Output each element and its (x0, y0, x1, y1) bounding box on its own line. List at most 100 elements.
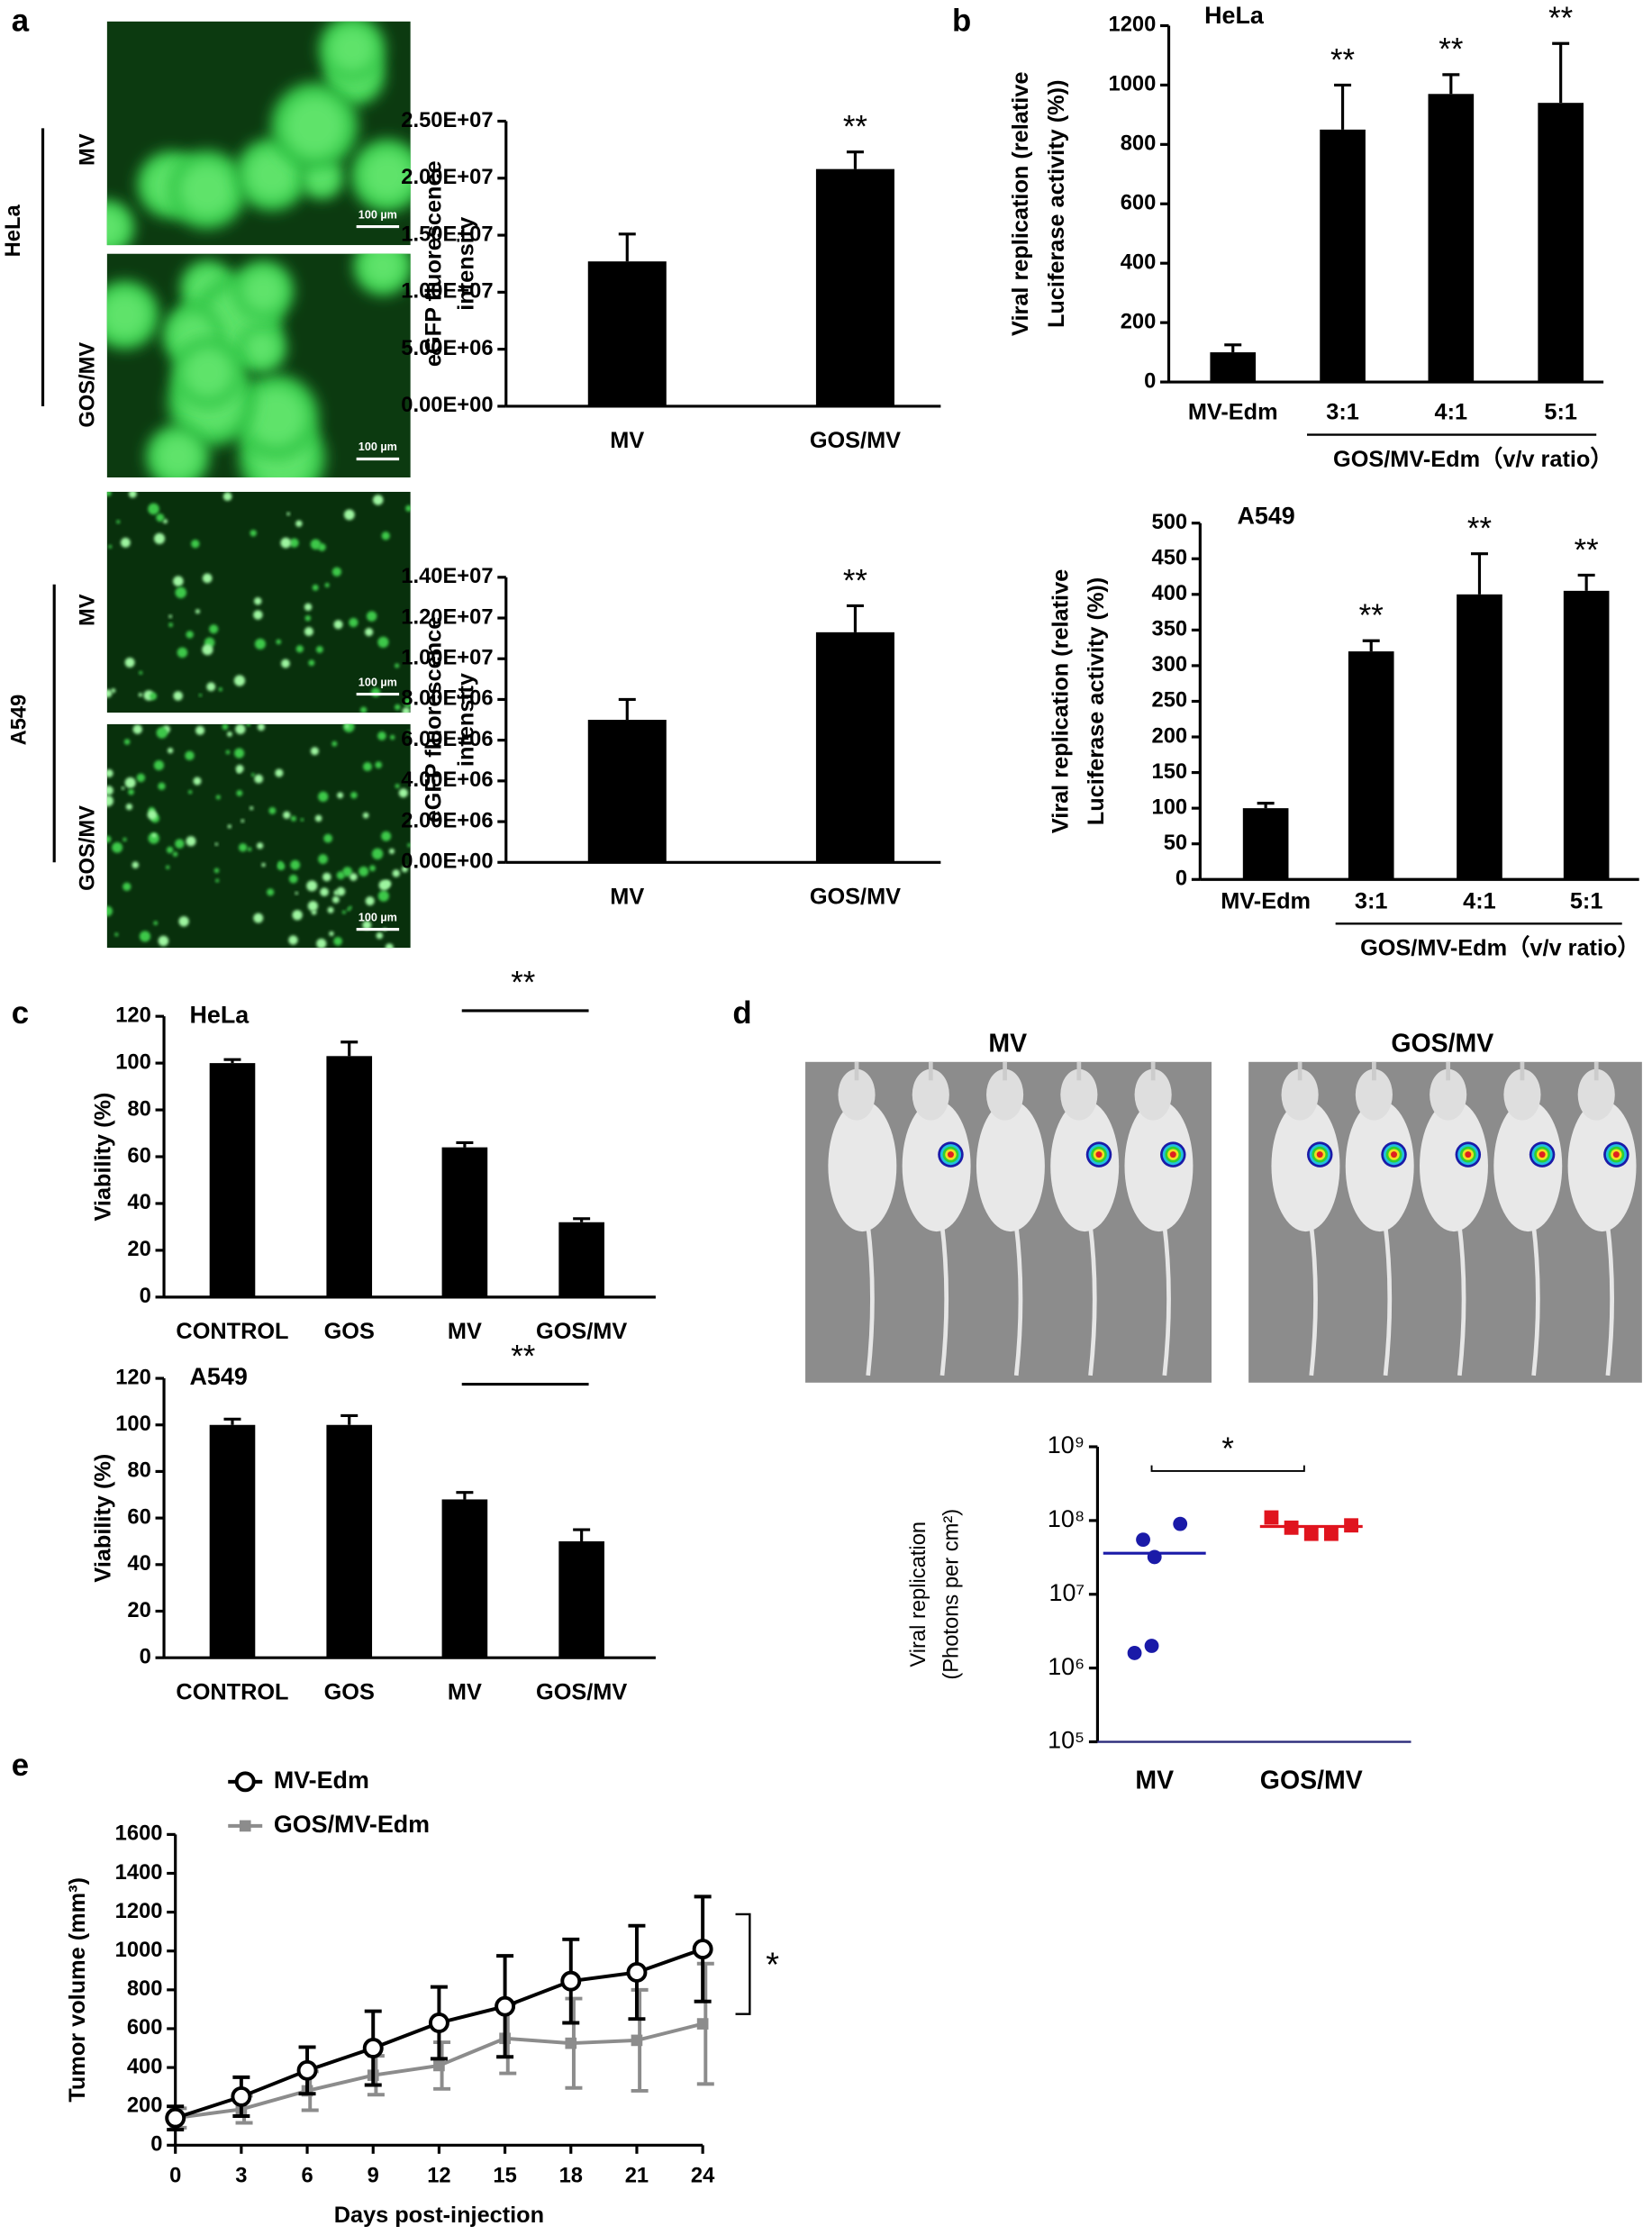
cell (132, 861, 140, 868)
cell (209, 624, 219, 634)
point (626, 1961, 648, 1983)
x-axis-label: Days post-injection (334, 2203, 544, 2228)
cell (187, 790, 193, 795)
cell (132, 724, 142, 734)
cell (398, 788, 408, 798)
mouse-tail (1088, 1225, 1097, 1376)
cell (191, 539, 200, 549)
mouse-head (1503, 1068, 1541, 1121)
cell (151, 832, 157, 838)
cell-cluster (246, 149, 297, 200)
cell (292, 910, 303, 921)
cell (401, 866, 408, 873)
cell (148, 832, 159, 844)
y-tick-label: 10⁷ (1049, 1579, 1085, 1606)
cell (377, 731, 386, 740)
x-tick-label: 4:1 (1435, 400, 1468, 425)
bar (326, 1056, 373, 1297)
cell (290, 859, 301, 870)
cell (106, 768, 113, 777)
mouse-head (986, 1068, 1024, 1121)
y-tick-label: 10⁶ (1048, 1653, 1085, 1680)
bar (1538, 103, 1584, 383)
y-tick-label: 0.00E+00 (401, 394, 493, 417)
cell (153, 532, 166, 544)
point (696, 2018, 709, 2030)
x-tick-label: 3:1 (1326, 400, 1359, 425)
cell (128, 788, 134, 795)
cell-line-label: HeLa (2, 204, 25, 258)
mouse-tail (1457, 1225, 1466, 1376)
cell (116, 520, 121, 524)
mouse-head (1577, 1068, 1615, 1121)
significance: ** (843, 110, 867, 145)
y-axis-label: Tumor volume (mm³) (65, 1877, 90, 2103)
bar (815, 168, 894, 406)
y-tick-label: 400 (1121, 250, 1157, 274)
y-tick-label: 1400 (115, 1861, 163, 1885)
cell (333, 620, 343, 630)
y-tick-label: 60 (127, 1144, 150, 1167)
y-tick-label: 10⁸ (1048, 1505, 1085, 1532)
x-tick-label: MV (610, 428, 644, 453)
x-tick-label: GOS/MV (810, 428, 901, 453)
mouse-tail (1013, 1225, 1023, 1376)
x-tick-label: GOS/MV (1260, 1766, 1363, 1794)
comparison-label: ** (511, 1339, 535, 1374)
x-tick-label: 21 (625, 2164, 649, 2187)
x-tick-label: 4:1 (1463, 888, 1496, 913)
cell (186, 836, 196, 847)
micrograph: 100 µm (106, 253, 411, 478)
x-tick-label: GOS/MV (536, 1679, 627, 1704)
bar (1563, 590, 1610, 880)
cell-cluster (241, 269, 285, 313)
significance: ** (1548, 1, 1573, 36)
cell (125, 803, 133, 811)
significance: ** (1575, 532, 1599, 568)
x-tick-label: CONTROL (176, 1679, 288, 1704)
point (1127, 1646, 1142, 1660)
cell (186, 631, 194, 639)
cell (318, 791, 329, 803)
cell (108, 544, 113, 549)
y-tick-label: 200 (127, 2094, 163, 2117)
cell (402, 707, 411, 713)
y-tick-label: 50 (1164, 831, 1187, 855)
y-tick-label: 2.00E+06 (401, 809, 493, 832)
point (1173, 1516, 1188, 1531)
cell (111, 688, 116, 694)
significance: ** (1439, 32, 1463, 68)
mouse-head (912, 1068, 949, 1121)
cell (310, 539, 322, 550)
x-tick-label: 0 (169, 2164, 181, 2187)
cell (153, 760, 164, 771)
point (1144, 1639, 1159, 1653)
cell-cluster (284, 95, 346, 157)
micrograph: 100 µm (106, 723, 411, 949)
cell-cluster (306, 162, 337, 193)
y-tick-label: 20 (127, 1599, 150, 1622)
x-tick-label: MV (1135, 1766, 1174, 1794)
y-tick-label: 20 (127, 1238, 150, 1261)
y-tick-label: 0 (140, 1285, 151, 1308)
y-tick-label: 100 (1152, 795, 1188, 819)
cell (162, 519, 168, 524)
mouse-body (1050, 1100, 1120, 1232)
y-tick-label: 80 (127, 1459, 150, 1483)
comparison-label: ** (511, 966, 535, 1001)
y-tick-label: 0.00E+00 (401, 850, 493, 874)
cell (175, 839, 185, 849)
cell (333, 936, 342, 946)
cell (106, 905, 113, 917)
cell (385, 943, 394, 949)
treatment-label: MV (76, 133, 99, 166)
x-tick-label: GOS (324, 1319, 375, 1344)
cell (123, 837, 127, 842)
cell (253, 596, 262, 605)
cell (267, 888, 275, 896)
y-axis-label: Luciferase activity (%)) (1044, 79, 1069, 328)
legend-marker (234, 1771, 256, 1793)
cell (261, 862, 266, 868)
y-tick-label: 100 (115, 1413, 151, 1436)
scale-bar-label: 100 µm (359, 911, 397, 923)
